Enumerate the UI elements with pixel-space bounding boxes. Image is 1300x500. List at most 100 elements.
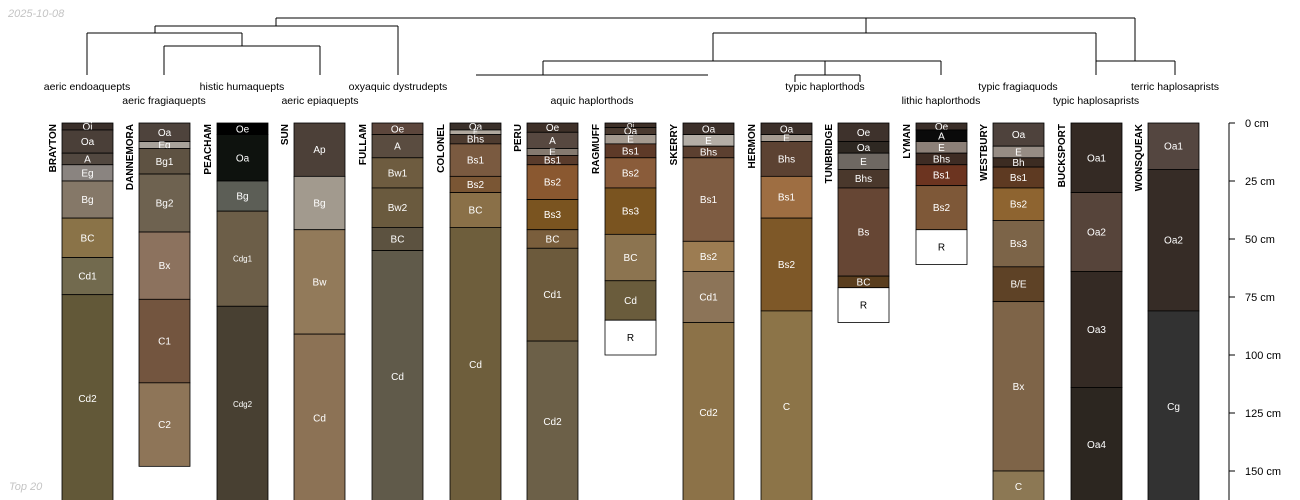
horizon-label-hermon-3: Bs1 xyxy=(778,193,796,204)
depth-tick-label-25: 25 cm xyxy=(1245,176,1275,188)
horizon-label-ragmuff-4: Bs2 xyxy=(622,168,640,179)
horizon-label-tunbridge-4: Bs xyxy=(858,228,870,239)
horizon-label-peru-1: A xyxy=(549,136,556,147)
horizon-label-bucksport-1: Oa2 xyxy=(1087,228,1106,239)
horizon-sun-3 xyxy=(293,333,346,500)
horizon-bucksport-1 xyxy=(1070,192,1123,272)
horizon-skerry-3 xyxy=(682,157,735,242)
horizon-label-ragmuff-7: Cd xyxy=(624,296,637,307)
horizon-colonel-5 xyxy=(449,192,502,228)
horizon-label-sun-1: Bg xyxy=(313,199,325,210)
horizon-label-dannemora-2: Bg1 xyxy=(156,157,174,168)
profile-name-dannemora: DANNEMORA xyxy=(125,124,136,190)
horizon-label-wonsqueak-0: Oa1 xyxy=(1164,142,1183,153)
horizon-label-brayton-2: A xyxy=(84,154,91,165)
taxon-label: typic haplorthods xyxy=(785,81,864,93)
horizon-sun-2 xyxy=(293,229,346,335)
horizon-label-brayton-0: Oi xyxy=(83,122,93,133)
profile-hermon: OaE Bhs Bs1 Bs2 C HERMON xyxy=(747,122,813,500)
profile-peacham: Oe Oa Bg Cdg1 Cdg2 PEACHAM xyxy=(203,122,269,500)
horizon-label-tunbridge-1: Oa xyxy=(857,143,871,154)
horizon-brayton-4 xyxy=(61,180,114,219)
horizon-label-colonel-4: Bs2 xyxy=(467,180,485,191)
profile-name-skerry: SKERRY xyxy=(669,124,680,166)
horizon-label-peru-4: Bs2 xyxy=(544,178,562,189)
horizon-label-peacham-2: Bg xyxy=(236,192,248,203)
taxon-label: lithic haplorthods xyxy=(902,95,981,107)
horizon-peacham-4 xyxy=(216,305,269,500)
horizon-dannemora-2 xyxy=(138,148,191,175)
horizon-label-fullam-1: A xyxy=(394,142,401,153)
horizon-bucksport-2 xyxy=(1070,271,1123,388)
horizon-label-tunbridge-2: E xyxy=(860,157,867,168)
horizon-label-westbury-3: Bs1 xyxy=(1010,173,1028,184)
horizon-label-skerry-1: E xyxy=(705,136,712,147)
depth-tick-label-0: 0 cm xyxy=(1245,118,1269,130)
horizon-peru-4 xyxy=(526,164,579,200)
horizon-dannemora-4 xyxy=(138,231,191,300)
horizon-westbury-4 xyxy=(992,187,1045,221)
horizon-label-ragmuff-3: Bs1 xyxy=(622,146,640,157)
horizon-label-westbury-5: Bs3 xyxy=(1010,239,1028,250)
profile-brayton: Oi Oa A Eg Bg BC Cd1 Cd2 BRAYTON xyxy=(48,122,114,500)
horizon-label-skerry-4: Bs2 xyxy=(700,252,718,263)
horizon-label-lyman-5: Bs2 xyxy=(933,203,951,214)
horizon-label-hermon-5: C xyxy=(783,402,790,413)
horizon-tunbridge-4 xyxy=(837,187,890,277)
horizon-label-ragmuff-6: BC xyxy=(624,253,638,264)
horizon-label-colonel-6: Cd xyxy=(469,360,482,371)
taxon-label: aeric endoaquepts xyxy=(44,81,130,93)
profile-name-bucksport: BUCKSPORT xyxy=(1057,124,1068,187)
horizon-label-skerry-0: Oa xyxy=(702,124,716,135)
horizon-label-brayton-3: Eg xyxy=(81,168,93,179)
horizon-label-dannemora-0: Oa xyxy=(158,128,172,139)
profile-name-lyman: LYMAN xyxy=(902,124,913,159)
horizon-peru-5 xyxy=(526,199,579,231)
profile-name-colonel: COLONEL xyxy=(436,124,447,173)
horizon-label-lyman-0: Oe xyxy=(935,122,949,133)
horizon-label-brayton-7: Cd2 xyxy=(78,394,97,405)
horizon-sun-1 xyxy=(293,175,346,231)
horizon-fullam-3 xyxy=(371,187,424,228)
horizon-label-peru-6: BC xyxy=(546,235,560,246)
horizon-label-dannemora-1: Eg xyxy=(158,141,170,152)
horizon-westbury-7 xyxy=(992,301,1045,472)
horizon-wonsqueak-1 xyxy=(1147,168,1200,312)
horizon-peru-7 xyxy=(526,247,579,342)
horizon-label-westbury-6: B/E xyxy=(1010,280,1026,291)
horizon-label-lyman-2: E xyxy=(938,143,945,154)
horizon-wonsqueak-0 xyxy=(1147,122,1200,170)
horizon-label-westbury-0: Oa xyxy=(1012,130,1026,141)
horizon-label-westbury-7: Bx xyxy=(1013,382,1025,393)
horizon-skerry-5 xyxy=(682,271,735,323)
horizon-label-peru-5: Bs3 xyxy=(544,210,562,221)
horizon-label-lyman-3: Bhs xyxy=(933,154,950,165)
horizon-label-westbury-8: C xyxy=(1015,482,1022,493)
horizon-label-peacham-1: Oa xyxy=(236,153,250,164)
horizon-label-skerry-6: Cd2 xyxy=(699,408,718,419)
horizon-label-fullam-3: Bw2 xyxy=(388,203,408,214)
date-stamp: 2025-10-08 xyxy=(8,8,65,20)
horizon-bucksport-0 xyxy=(1070,122,1123,193)
horizon-ragmuff-7 xyxy=(604,280,657,321)
horizon-westbury-8 xyxy=(992,470,1045,500)
horizon-label-ragmuff-2: E xyxy=(627,135,634,146)
profile-name-westbury: WESTBURY xyxy=(979,124,990,181)
horizon-label-ragmuff-5: Bs3 xyxy=(622,207,640,218)
horizon-label-dannemora-5: C1 xyxy=(158,337,171,348)
horizon-label-westbury-4: Bs2 xyxy=(1010,200,1028,211)
horizon-hermon-3 xyxy=(760,175,813,219)
horizon-label-wonsqueak-1: Oa2 xyxy=(1164,236,1183,247)
horizon-label-peru-2: E xyxy=(549,148,556,159)
horizon-label-peacham-3: Cdg1 xyxy=(233,255,253,264)
taxon-label: terric haplosaprists xyxy=(1131,81,1219,93)
horizon-label-hermon-2: Bhs xyxy=(778,154,795,165)
horizon-label-brayton-6: Cd1 xyxy=(78,272,97,283)
horizon-label-hermon-1: E xyxy=(783,134,790,145)
horizon-label-brayton-4: Bg xyxy=(81,195,93,206)
profile-westbury: Oa EBh Bs1 Bs2 Bs3 B/E Bx C WESTBURY xyxy=(979,122,1045,500)
